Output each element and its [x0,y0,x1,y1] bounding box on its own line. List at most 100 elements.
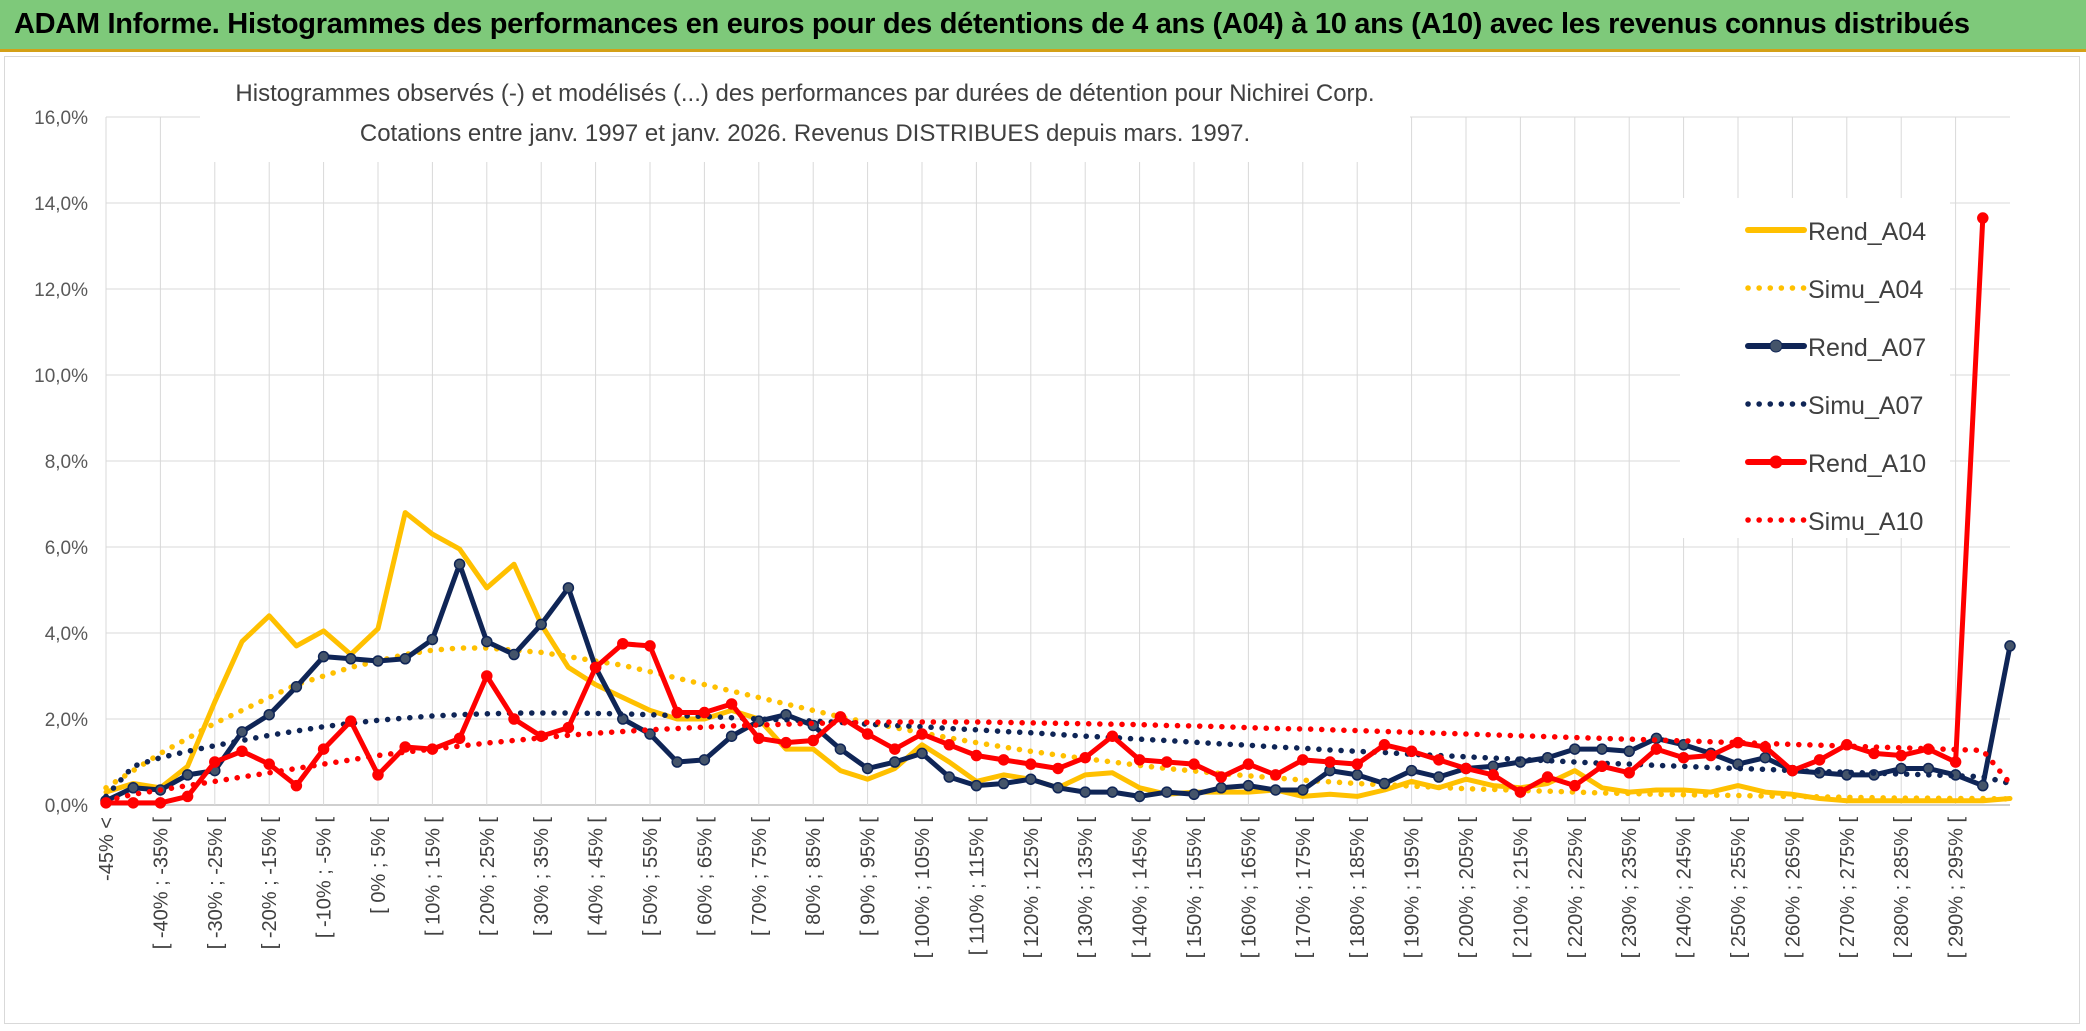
data-point [644,728,656,740]
data-point [481,635,493,648]
data-point [1922,762,1935,775]
data-point [453,558,466,570]
x-tick-label: [ 260% ; 265% [ [1782,817,1804,959]
x-tick-label: [ 20% ; 25% [ [477,817,499,936]
data-point [453,732,466,745]
data-point [1188,788,1200,800]
data-point [154,797,167,809]
data-point [263,758,275,770]
data-point [345,653,357,665]
data-point [317,743,330,755]
data-point [861,728,874,740]
data-point [535,618,547,631]
y-tick-label: 10,0% [34,366,88,387]
x-tick-label: [ -10% ; -5% [ [314,817,336,939]
data-point [1813,754,1826,766]
y-axis: 0,0% 2,0% 4,0% 6,0% 8,0% 10,0% 12,0% 14,0% 16,0% [34,108,88,817]
data-point [481,670,493,682]
legend-swatch [1745,517,1807,523]
data-point [1868,747,1880,760]
data-point [1025,773,1037,785]
x-tick-label: [ -30% ; -25% [ [205,817,227,950]
y-tick-label: 12,0% [34,280,88,301]
x-tick-label: [ 80% ; 85% [ [803,817,825,936]
legend-label: Simu_A04 [1808,276,1924,304]
x-axis: -45% < [ -40% ; -35% [ [ -30% ; -25% [ [ -2… [96,817,1968,959]
data-point [970,779,983,792]
x-tick-label: [ 270% ; 275% [ [1837,817,1859,959]
data-point [1025,758,1037,770]
data-point [181,790,194,803]
data-point [1106,730,1119,742]
data-point [1106,786,1119,798]
legend-label: Rend_A10 [1808,450,1927,478]
data-point [1052,762,1064,775]
data-point [209,756,221,768]
legend-item: Simu_A04 [1680,268,1950,308]
data-point [1514,786,1527,798]
data-point [1596,743,1608,755]
data-point [970,749,983,762]
data-point [997,754,1010,766]
x-tick-label: [ -20% ; -15% [ [259,817,281,950]
data-point [1188,758,1200,770]
data-point [1405,764,1418,777]
legend-item: Rend_A10 [1680,442,1950,482]
legend-item: Simu_A07 [1680,384,1950,424]
x-tick-label: [ -40% ; -35% [ [150,817,172,950]
data-point [345,715,357,727]
x-tick-label: [ 240% ; 245% [ [1674,817,1696,959]
data-point [1052,782,1064,794]
x-tick-label: [ 140% ; 145% [ [1130,817,1152,959]
data-point [1895,762,1907,775]
data-point [834,711,847,723]
series-line-simu-a07 [103,710,2013,800]
data-point [1433,754,1445,766]
data-point [1242,758,1255,770]
data-point [1623,767,1635,779]
data-point [1977,779,1989,792]
legend-item: Simu_A10 [1680,500,1950,540]
data-point [426,633,439,646]
x-tick-label: [ 40% ; 45% [ [586,817,608,936]
data-point [1405,745,1418,757]
series [100,212,2016,809]
banner: ADAM Informe. Histogrammes des performan… [0,0,2086,52]
x-tick-label: [ 190% ; 195% [ [1402,817,1424,959]
data-point [372,655,384,667]
data-point [1079,786,1091,798]
chart-title: Histogrammes observés (-) et modélisés (… [235,80,1375,107]
data-point [399,741,411,753]
data-point [372,769,384,781]
data-point [399,653,411,665]
y-tick-label: 2,0% [45,710,88,731]
x-tick-label: [ 130% ; 135% [ [1075,817,1097,959]
data-point [1378,777,1391,790]
data-point [1705,749,1717,762]
data-point [236,726,248,738]
data-point [1569,779,1581,792]
x-tick-label: [ 170% ; 175% [ [1293,817,1315,959]
data-point [889,756,901,768]
x-tick-label: [ 290% ; 295% [ [1946,817,1968,959]
banner-title: ADAM Informe. Histogrammes des performan… [14,8,1970,40]
chart-subtitle: Cotations entre janv. 1997 et janv. 2026… [359,120,1251,147]
legend-item: Rend_A07 [1680,326,1950,366]
data-point [1378,739,1391,751]
data-point [1677,751,1690,764]
data-point [1269,769,1282,781]
data-point [807,734,819,747]
data-point [753,732,765,745]
data-point [1596,760,1608,773]
data-point [1324,756,1336,768]
series-line-simu-a04 [103,645,2013,802]
data-point [1215,782,1227,794]
data-point [562,721,575,734]
data-point [181,769,194,781]
data-point [1541,771,1554,783]
data-point [1433,771,1445,783]
x-tick-label: -45% < [96,817,118,881]
data-point [725,730,738,742]
data-point [317,650,330,663]
data-point [1949,756,1962,768]
